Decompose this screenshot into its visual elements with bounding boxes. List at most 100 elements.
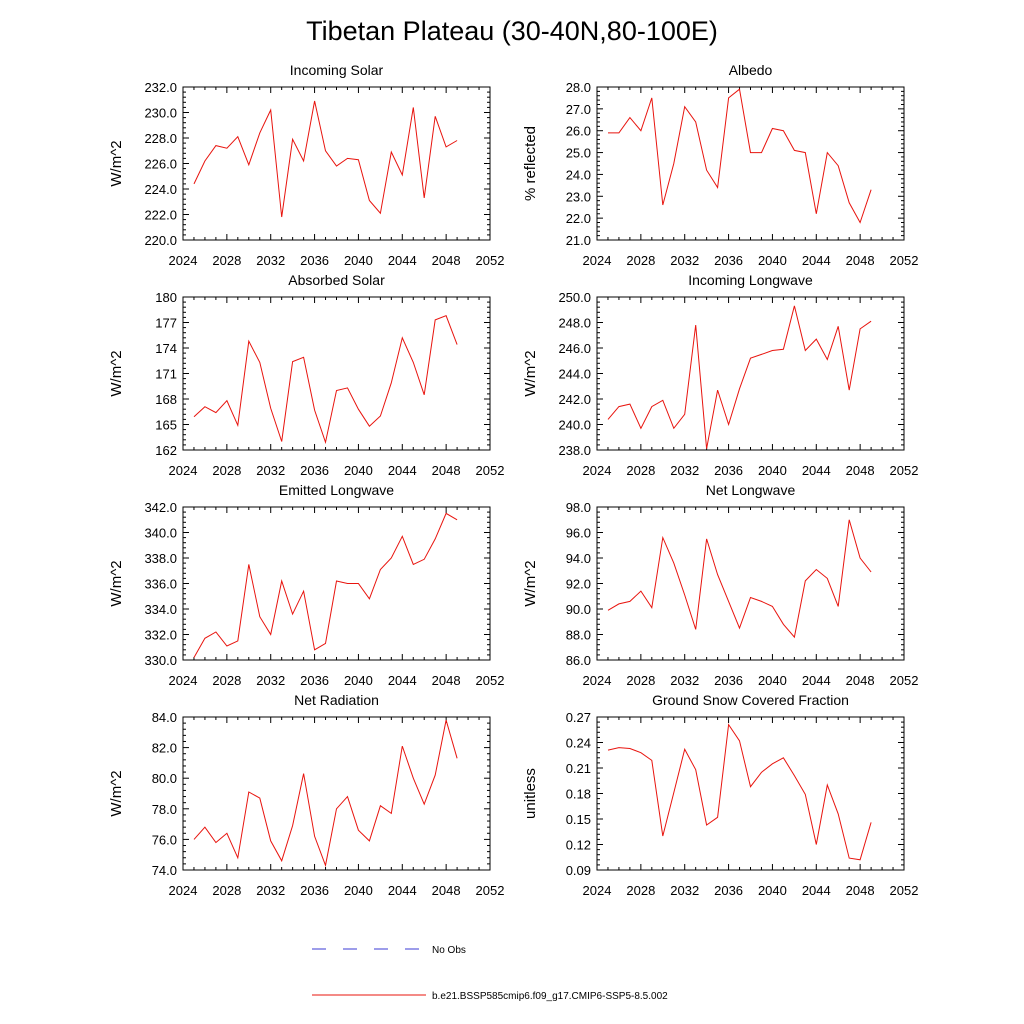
panel-title: Ground Snow Covered Fraction [652,692,849,708]
x-tick-label: 2052 [890,883,919,898]
data-point [446,513,447,514]
panels: 2024 2028 2032 2036 2040 2044 2048 2052 220.0 222… [108,62,918,898]
data-point [849,858,850,859]
x-tick-label: 2024 [169,253,198,268]
series-line-ground-snow-covered-fraction [607,723,872,861]
data-point [325,150,326,151]
x-tick-label: 2052 [476,463,505,478]
data-point [695,121,696,122]
data-point [281,580,282,581]
series-line-albedo [608,88,872,224]
x-tick-label: 2032 [670,673,699,688]
data-point [336,808,337,809]
y-tick-label: 244.0 [558,367,591,382]
series-line-absorbed-solar [193,315,458,445]
x-tick-label: 2032 [256,253,285,268]
data-point [303,160,304,161]
data-point [772,128,773,129]
data-point [369,840,370,841]
y-tick-label: 0.18 [566,787,591,802]
data-point [629,117,630,118]
y-tick-label: 340.0 [144,526,177,541]
y-tick-label: 27.0 [566,102,591,117]
data-point [607,419,608,420]
panel-incoming-solar: 2024 2028 2032 2036 2040 2044 2048 2052 220.0 222… [108,62,504,268]
x-tick-label: 2032 [256,673,285,688]
plot-frame [182,716,491,871]
data-point [402,337,403,338]
x-tick-label: 2036 [300,673,329,688]
data-point [750,358,751,359]
series-line-net-longwave [607,519,872,639]
y-tick-label: 78.0 [152,802,177,817]
data-point [805,794,806,795]
x-tick-label: 2024 [583,883,612,898]
data-point [739,388,740,389]
x-tick-label: 2032 [256,463,285,478]
data-point [336,580,337,581]
data-point [457,519,458,520]
data-point [369,426,370,427]
data-point [226,833,227,834]
data-point [237,857,238,858]
plot-frame [182,86,491,241]
y-tick-label: 168 [155,392,177,407]
x-tick-label: 2048 [432,673,461,688]
data-point [226,148,227,149]
data-point [673,428,674,429]
data-point [761,354,762,355]
y-tick-label: 246.0 [558,341,591,356]
y-tick-label: 332.0 [144,628,177,643]
data-point [794,305,795,306]
series-line-emitted-longwave [193,512,458,658]
x-tick-label: 2040 [758,673,787,688]
y-tick-label: 226.0 [144,157,177,172]
data-point [728,424,729,425]
series-line-incoming-longwave [607,305,872,449]
data-point [662,835,663,836]
y-tick-label: 240.0 [558,418,591,433]
data-point [640,428,641,429]
data-point [270,634,271,635]
data-point [684,594,685,595]
x-tick-label: 2028 [626,463,655,478]
x-tick-label: 2028 [212,673,241,688]
data-point [391,382,392,383]
panel-title: Albedo [729,62,773,78]
panel-albedo: 2024 2028 2032 2036 2040 2044 2048 2052 21.0 22.0… [522,62,918,268]
data-point [215,145,216,146]
x-tick-label: 2044 [802,463,831,478]
data-point [783,130,784,131]
data-point [827,152,828,153]
data-point [607,750,608,751]
data-point [849,202,850,203]
data-point [336,390,337,391]
panel-ground-snow-covered-fraction: 2024 2028 2032 2036 2040 2044 2048 2052 0.09 0.12… [522,692,918,898]
data-point [204,160,205,161]
x-tick-label: 2040 [344,463,373,478]
data-point [303,357,304,358]
data-point [673,163,674,164]
y-tick-label: 96.0 [566,526,591,541]
data-point [750,152,751,153]
data-point [347,158,348,159]
y-tick-label: 232.0 [144,80,177,95]
x-tick-label: 2040 [758,253,787,268]
x-tick-label: 2044 [802,883,831,898]
data-point [281,860,282,861]
legend-obs-label: No Obs [432,945,466,956]
data-point [391,813,392,814]
data-point [750,597,751,598]
plot-frame [596,506,905,661]
data-point [292,614,293,615]
x-tick-label: 2028 [626,883,655,898]
y-tick-label: 92.0 [566,577,591,592]
x-tick-label: 2032 [256,883,285,898]
data-point [259,362,260,363]
y-tick-label: 180 [155,290,177,305]
data-point [651,760,652,761]
panel-title: Net Radiation [294,692,379,708]
data-point [358,159,359,160]
y-tick-label: 90.0 [566,602,591,617]
data-point [706,170,707,171]
